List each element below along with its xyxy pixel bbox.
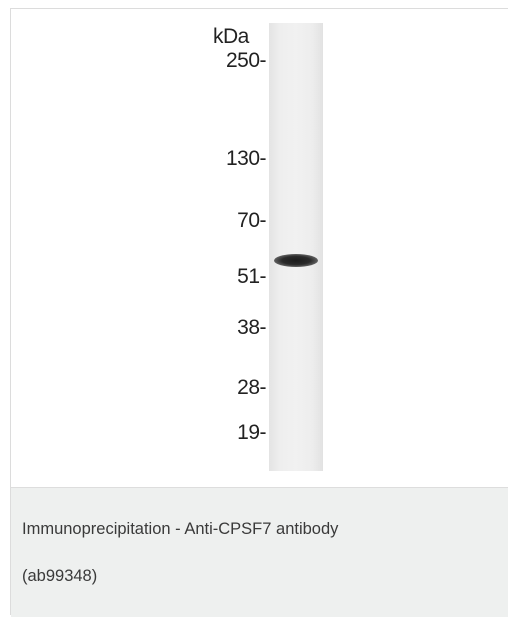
caption-product-code: (ab99348) bbox=[22, 567, 98, 585]
marker-28: 28- bbox=[237, 376, 266, 399]
marker-19: 19- bbox=[237, 421, 266, 444]
western-blot-figure[interactable]: kDa 250- 130- 70- 51- 38- 28- 19- bbox=[11, 9, 508, 487]
image-panel: kDa 250- 130- 70- 51- 38- 28- 19- Immuno… bbox=[10, 8, 508, 617]
caption-title: Immunoprecipitation - Anti-CPSF7 antibod… bbox=[22, 520, 339, 538]
blot-lane bbox=[269, 23, 323, 471]
marker-130: 130- bbox=[225, 147, 267, 170]
marker-70: 70- bbox=[237, 209, 266, 232]
marker-38: 38- bbox=[237, 316, 266, 339]
protein-band bbox=[274, 254, 318, 267]
image-caption: Immunoprecipitation - Anti-CPSF7 antibod… bbox=[11, 487, 508, 617]
marker-250: 250- bbox=[225, 49, 267, 72]
marker-51: 51- bbox=[237, 265, 266, 288]
kda-unit-label: kDa bbox=[213, 25, 249, 48]
